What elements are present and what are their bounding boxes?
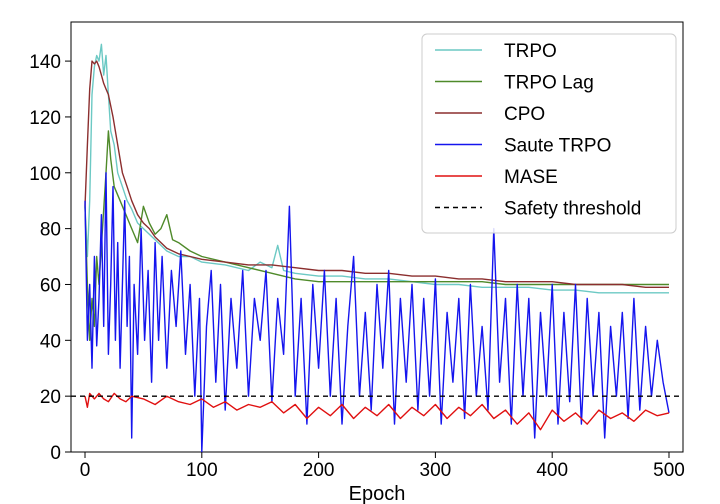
y-tick-label: 0 — [50, 443, 61, 464]
series-line-mase — [84, 392, 670, 431]
x-tick-label: 400 — [536, 460, 568, 481]
x-tick-label: 200 — [303, 460, 335, 481]
legend-label: Safety threshold — [504, 199, 641, 220]
y-tick-label: 40 — [40, 331, 61, 352]
y-tick-label: 60 — [40, 275, 61, 296]
legend-label: MASE — [504, 167, 558, 188]
series-line-trpo-lag — [84, 130, 669, 341]
series-line-trpo — [84, 43, 669, 294]
x-tick-label: 0 — [80, 460, 91, 481]
series-layer — [71, 43, 683, 453]
legend-label: CPO — [504, 104, 545, 125]
legend-box — [421, 33, 677, 234]
x-tick-label: 300 — [420, 460, 452, 481]
x-axis-title: Epoch — [349, 483, 406, 504]
series-line-cpo — [84, 60, 669, 288]
y-tick-label: 20 — [40, 387, 61, 408]
y-tick-label: 80 — [40, 220, 61, 241]
x-tick-label: 500 — [653, 460, 685, 481]
x-tick-label: 100 — [186, 460, 218, 481]
legend-label: TRPO — [504, 41, 557, 62]
series-line-saute-trpo — [84, 172, 670, 453]
y-tick-label: 120 — [29, 108, 61, 129]
legend-label: Saute TRPO — [504, 136, 611, 157]
y-tick-label: 100 — [29, 164, 61, 185]
y-tick-label: 140 — [29, 52, 61, 73]
legend: TRPO TRPO Lag CPO Saute TRPO MASE Safety thre… — [421, 33, 677, 234]
legend-label: TRPO Lag — [504, 73, 594, 94]
tick-layer: 0 100 200 300 400 500 0 20 40 60 80 100 120 140 — [29, 52, 685, 481]
